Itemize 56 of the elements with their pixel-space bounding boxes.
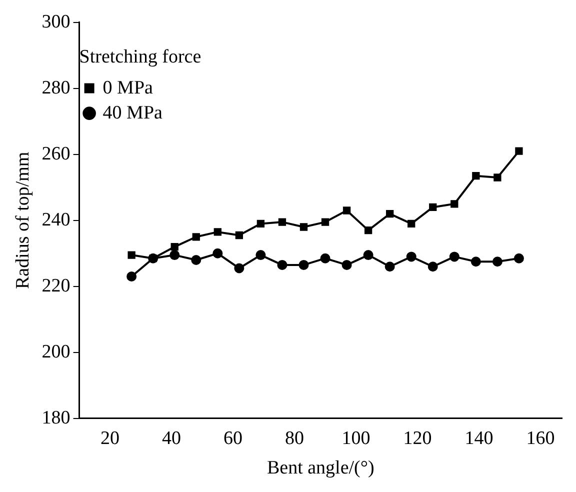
point [515,147,523,155]
x-tick-label: 20 [100,428,120,449]
x-tick-label: 120 [403,428,432,449]
y-tick-label: 260 [42,143,70,164]
point [300,223,308,231]
point [429,203,437,212]
legend-label: 0 MPa [102,77,154,98]
y-tick-label: 240 [42,209,70,230]
point [256,220,265,228]
point [428,262,438,272]
point [212,248,223,258]
point [170,242,178,251]
x-tick-label: 40 [162,428,182,449]
y-tick-label: 200 [42,341,70,362]
point [298,260,309,270]
point [235,231,244,240]
point [364,226,372,234]
point [492,256,502,267]
point [277,260,288,270]
point [363,250,374,260]
y-axis-title: Radius of top/mm [12,152,34,290]
point [126,272,137,282]
y-tick-label: 220 [42,275,70,296]
x-axis-title: Bent angle/(°) [266,458,374,479]
legend-title: Stretching force [79,46,202,68]
point [494,174,502,182]
point [256,250,266,260]
point [321,218,330,226]
point [449,252,460,262]
x-tick-label: 100 [342,428,370,449]
y-tick-label: 280 [42,77,70,98]
y-tick-label: 180 [42,407,70,428]
point [320,253,330,264]
point [214,228,222,236]
legend-label: 40 MPa [102,102,164,124]
point [342,260,352,270]
point [192,233,200,241]
point [408,220,416,228]
point [514,253,524,264]
point [128,251,136,259]
point [470,256,481,267]
point [170,250,180,260]
point [406,252,416,262]
point [472,172,480,180]
x-tick-label: 80 [285,428,304,449]
point [450,200,458,208]
x-tick-label: 140 [464,428,494,449]
point [342,206,351,214]
point [384,262,395,272]
point [191,255,202,265]
point [386,210,394,218]
x-tick-label: 160 [526,428,555,449]
point [234,263,244,274]
x-tick-label: 60 [224,428,243,449]
y-tick-label: 300 [42,11,70,32]
point [278,218,286,226]
